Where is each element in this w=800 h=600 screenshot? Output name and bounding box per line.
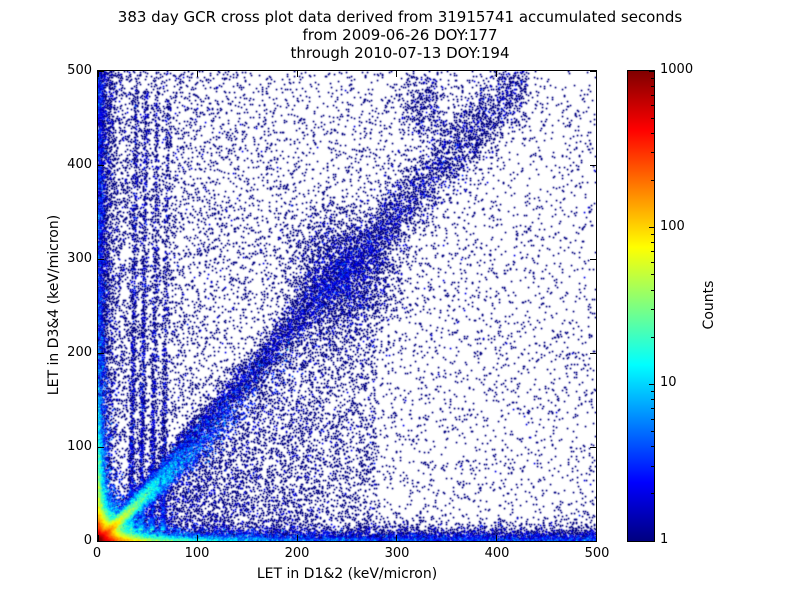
colorbar-minor-tick bbox=[651, 289, 654, 291]
plot-area bbox=[97, 70, 597, 542]
y-tick bbox=[98, 540, 104, 542]
x-tick bbox=[396, 535, 398, 541]
chart-subtitle-from: from 2009-06-26 DOY:177 bbox=[302, 26, 498, 44]
x-tick-label: 0 bbox=[92, 546, 102, 561]
y-tick-label: 0 bbox=[83, 533, 92, 548]
x-tick bbox=[396, 71, 398, 77]
colorbar-minor-tick bbox=[651, 399, 654, 401]
y-tick bbox=[590, 258, 596, 260]
colorbar-tick-label: 1 bbox=[660, 532, 669, 547]
colorbar-minor-tick bbox=[651, 152, 654, 154]
y-tick bbox=[590, 446, 596, 448]
x-tick bbox=[495, 71, 497, 77]
colorbar-major-tick bbox=[649, 70, 654, 72]
x-tick bbox=[296, 535, 298, 541]
x-tick bbox=[495, 535, 497, 541]
colorbar-minor-tick bbox=[651, 309, 654, 311]
colorbar-minor-tick bbox=[651, 261, 654, 263]
y-tick-labels: 0 100 200 300 400 500 bbox=[48, 63, 92, 548]
x-tick-label: 400 bbox=[484, 546, 510, 561]
colorbar-major-tick bbox=[649, 383, 654, 385]
colorbar-minor-tick bbox=[651, 242, 654, 244]
chart-title: 383 day GCR cross plot data derived from… bbox=[117, 8, 683, 26]
y-tick bbox=[590, 352, 596, 354]
x-tick bbox=[197, 71, 199, 77]
colorbar-minor-tick bbox=[651, 94, 654, 96]
y-tick-label: 400 bbox=[67, 157, 92, 172]
y-tick-label: 200 bbox=[67, 345, 92, 360]
y-tick-label: 100 bbox=[67, 439, 92, 454]
colorbar-tick-label: 100 bbox=[660, 218, 685, 234]
colorbar-minor-tick bbox=[651, 465, 654, 467]
colorbar-minor-tick bbox=[651, 180, 654, 181]
x-tick bbox=[595, 71, 597, 77]
y-tick bbox=[98, 446, 104, 448]
x-tick-labels: 0 100 200 300 400 500 bbox=[93, 546, 610, 562]
colorbar-tick-labels: 1 10 100 1000 bbox=[660, 62, 704, 547]
colorbar-ticks bbox=[628, 70, 654, 542]
colorbar-minor-tick bbox=[651, 105, 654, 107]
colorbar-minor-tick bbox=[651, 85, 654, 87]
y-tick-label: 300 bbox=[67, 251, 92, 266]
x-tick-label: 100 bbox=[184, 546, 210, 561]
x-tick bbox=[97, 535, 99, 541]
y-tick bbox=[98, 258, 104, 260]
colorbar-minor-tick bbox=[651, 430, 654, 432]
colorbar-tick-label: 10 bbox=[660, 375, 677, 391]
colorbar-minor-tick bbox=[651, 77, 654, 79]
colorbar-minor-tick bbox=[651, 391, 654, 392]
colorbar-minor-tick bbox=[651, 234, 654, 236]
y-tick bbox=[98, 164, 104, 166]
x-tick-label: 500 bbox=[584, 546, 610, 561]
chart-subtitle-through: through 2010-07-13 DOY:194 bbox=[290, 44, 510, 62]
colorbar-axis-label: Counts bbox=[701, 280, 717, 330]
y-tick-label: 500 bbox=[67, 63, 92, 78]
x-tick-label: 200 bbox=[284, 546, 310, 561]
colorbar bbox=[627, 70, 655, 542]
x-tick bbox=[97, 71, 99, 77]
colorbar-minor-tick bbox=[651, 418, 654, 420]
scatter-canvas bbox=[98, 71, 596, 541]
axis-ticks bbox=[97, 70, 597, 542]
colorbar-minor-tick bbox=[651, 251, 654, 253]
x-tick bbox=[296, 71, 298, 77]
colorbar-minor-tick bbox=[651, 117, 654, 119]
y-tick bbox=[590, 164, 596, 166]
x-tick bbox=[197, 535, 199, 541]
y-tick bbox=[590, 540, 596, 542]
y-tick bbox=[98, 70, 104, 72]
x-tick bbox=[595, 535, 597, 541]
colorbar-major-tick bbox=[649, 540, 654, 542]
colorbar-minor-tick bbox=[651, 446, 654, 448]
colorbar-minor-tick bbox=[651, 274, 654, 276]
colorbar-minor-tick bbox=[651, 336, 654, 338]
colorbar-tick-label: 1000 bbox=[660, 62, 694, 77]
x-tick-label: 300 bbox=[384, 546, 410, 561]
colorbar-minor-tick bbox=[651, 132, 654, 134]
y-tick bbox=[98, 352, 104, 354]
x-axis-label: LET in D1&2 (keV/micron) bbox=[256, 566, 438, 582]
colorbar-major-tick bbox=[649, 227, 654, 229]
y-tick bbox=[590, 70, 596, 72]
y-axis-label: LET in D3&4 (keV/micron) bbox=[46, 214, 62, 396]
colorbar-minor-tick bbox=[651, 493, 654, 495]
colorbar-minor-tick bbox=[651, 408, 654, 410]
colorbar-gradient bbox=[628, 71, 654, 541]
